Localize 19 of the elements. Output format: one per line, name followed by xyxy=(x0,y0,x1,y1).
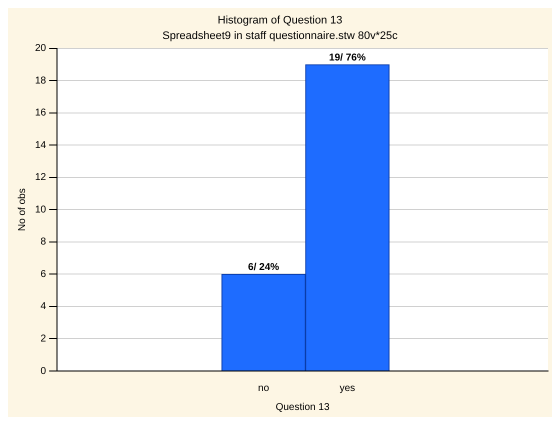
y-tick-label: 20 xyxy=(35,43,47,54)
y-axis-title: No of obs xyxy=(16,188,28,232)
y-tick-label: 6 xyxy=(40,268,47,280)
chart-title: Histogram of Question 13 xyxy=(218,14,342,27)
y-tick-label: 8 xyxy=(40,236,47,248)
y-tick-label: 16 xyxy=(35,108,47,119)
y-tick-label: 4 xyxy=(40,301,47,312)
y-tick-label: 10 xyxy=(35,204,47,216)
y-tick-label: 12 xyxy=(35,172,47,184)
data-label: 6/ 24% xyxy=(248,262,280,273)
data-label: 19/ 76% xyxy=(329,52,366,64)
x-axis-title: Question 13 xyxy=(276,402,330,413)
y-tick-label: 2 xyxy=(40,333,47,344)
y-tick-label: 14 xyxy=(35,140,47,151)
chart-subtitle: Spreadsheet9 in staff questionnaire.stw 80v*25c xyxy=(162,30,398,42)
x-tick-label: yes xyxy=(340,382,356,394)
x-tick-label: no xyxy=(258,382,270,394)
y-tick-label: 0 xyxy=(40,366,47,377)
y-tick-label: 18 xyxy=(35,75,47,86)
